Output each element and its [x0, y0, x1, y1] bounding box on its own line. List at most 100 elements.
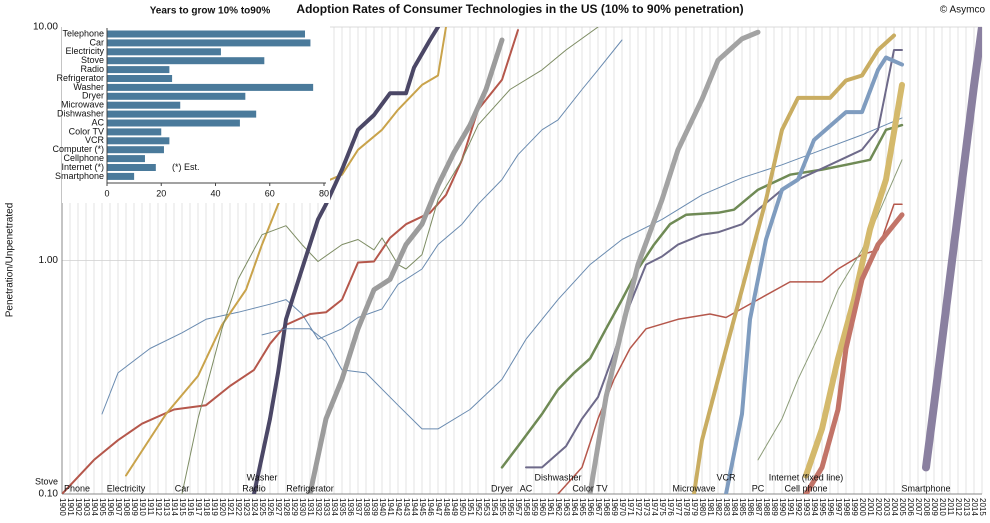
x-tick-label: 1988: [762, 498, 771, 516]
annotation: (*) Est.: [172, 162, 200, 172]
bar: [107, 137, 170, 145]
x-tick-label: 1995: [818, 498, 827, 516]
x-tick-label: 1918: [202, 498, 211, 516]
x-tick-label: 1927: [274, 498, 283, 516]
category-label: Smartphone: [55, 171, 104, 181]
x-tick-label: 1982: [714, 498, 723, 516]
category-label: Telephone: [62, 28, 104, 38]
x-tick-label: 1919: [210, 498, 219, 516]
series-line: [525, 49, 903, 469]
x-tick-label: 1968: [602, 498, 611, 516]
x-tick-label: 2003: [882, 498, 891, 516]
x-tick-label: 1999: [850, 498, 859, 516]
category-label: Electricity: [65, 46, 104, 56]
x-tick-label: 1983: [722, 498, 731, 516]
x-tick-label: 1910: [138, 498, 147, 516]
x-tick-label: 1945: [418, 498, 427, 516]
series-line: [252, 27, 440, 494]
x-tick-label: 1966: [586, 498, 595, 516]
x-tick-label: 1922: [234, 498, 243, 516]
credit: © Asymco: [940, 5, 986, 16]
x-tick-label: 1991: [786, 498, 795, 516]
x-tick-label: 1914: [170, 498, 179, 516]
x-tick-label: 1907: [114, 498, 123, 516]
y-tick-label: 0.10: [39, 489, 59, 500]
series-label: Washer: [247, 472, 278, 482]
category-label: Computer (*): [52, 144, 104, 154]
x-tick-label: 1961: [546, 498, 555, 516]
x-tick-label: 40: [210, 188, 220, 198]
x-tick-label: 1996: [826, 498, 835, 516]
x-tick-label: 60: [265, 188, 275, 198]
x-tick-label: 80: [319, 188, 329, 198]
bar: [107, 92, 246, 100]
x-tick-label: 1906: [106, 498, 115, 516]
x-tick-label: 1901: [66, 498, 75, 516]
bar: [107, 155, 145, 163]
x-tick-label: 2000: [858, 498, 867, 516]
x-tick-label: 1974: [650, 498, 659, 516]
x-tick-label: 1952: [474, 498, 483, 516]
category-label: Radio: [80, 64, 104, 74]
x-tick-label: 1971: [626, 498, 635, 516]
x-tick-label: 1998: [842, 498, 851, 516]
series-label: Internet (fixed line): [769, 472, 844, 482]
x-tick-label: 1975: [658, 498, 667, 516]
x-tick-label: 2008: [922, 498, 931, 516]
series-line: [557, 203, 903, 494]
x-tick-label: 1960: [538, 498, 547, 516]
bar: [107, 83, 314, 91]
series-label: PC: [752, 483, 765, 493]
x-tick-label: 1989: [770, 498, 779, 516]
x-tick-label: 1913: [162, 498, 171, 516]
series-label: Smartphone: [901, 483, 950, 493]
x-tick-label: 1902: [74, 498, 83, 516]
x-tick-label: 1950: [458, 498, 467, 516]
x-tick-label: 1964: [570, 498, 579, 516]
x-tick-label: 1915: [178, 498, 187, 516]
x-tick-label: 1963: [562, 498, 571, 516]
x-tick-label: 1967: [594, 498, 603, 516]
category-label: Refrigerator: [56, 73, 104, 83]
series-label: VCR: [716, 472, 736, 482]
series-label: Electricity: [107, 483, 146, 493]
x-tick-label: 2005: [898, 498, 907, 516]
x-tick-label: 1987: [754, 498, 763, 516]
bar: [107, 110, 257, 118]
x-tick-label: 2012: [954, 498, 963, 516]
series-label: Radio: [242, 483, 266, 493]
x-tick-label: 1955: [498, 498, 507, 516]
y-axis-label: Penetration/Unpenetrated: [5, 203, 16, 318]
x-tick-label: 1916: [186, 498, 195, 516]
x-tick-label: 1986: [746, 498, 755, 516]
x-tick-label: 1934: [330, 498, 339, 516]
x-tick-label: 1940: [378, 498, 387, 516]
series-line: [803, 212, 905, 494]
x-tick-label: 1939: [370, 498, 379, 516]
category-label: Car: [89, 37, 104, 47]
x-tick-label: 1981: [706, 498, 715, 516]
x-tick-label: 1937: [354, 498, 363, 516]
category-label: Cellphone: [63, 153, 104, 163]
series-label: AC: [520, 483, 533, 493]
x-tick-label: 1909: [130, 498, 139, 516]
x-tick-label: 2013: [962, 498, 971, 516]
x-tick-label: 1979: [690, 498, 699, 516]
bar: [107, 75, 173, 82]
x-tick-label: 1972: [634, 498, 643, 516]
inset-title: Years to grow 10% to90%: [150, 6, 271, 17]
x-tick-label: 1944: [410, 498, 419, 516]
x-tick-label: 1929: [290, 498, 299, 516]
series-line: [587, 29, 761, 494]
x-tick-label: 1956: [506, 498, 515, 516]
x-tick-label: 2011: [946, 498, 955, 516]
x-tick-label: 1911: [146, 498, 155, 516]
series-label: Car: [175, 483, 190, 493]
x-tick-label: 1994: [810, 498, 819, 516]
x-tick-label: 1946: [426, 498, 435, 516]
bar: [107, 146, 164, 154]
x-tick-label: 2001: [866, 498, 875, 516]
x-tick-label: 1942: [394, 498, 403, 516]
x-tick-label: 1993: [802, 498, 811, 516]
